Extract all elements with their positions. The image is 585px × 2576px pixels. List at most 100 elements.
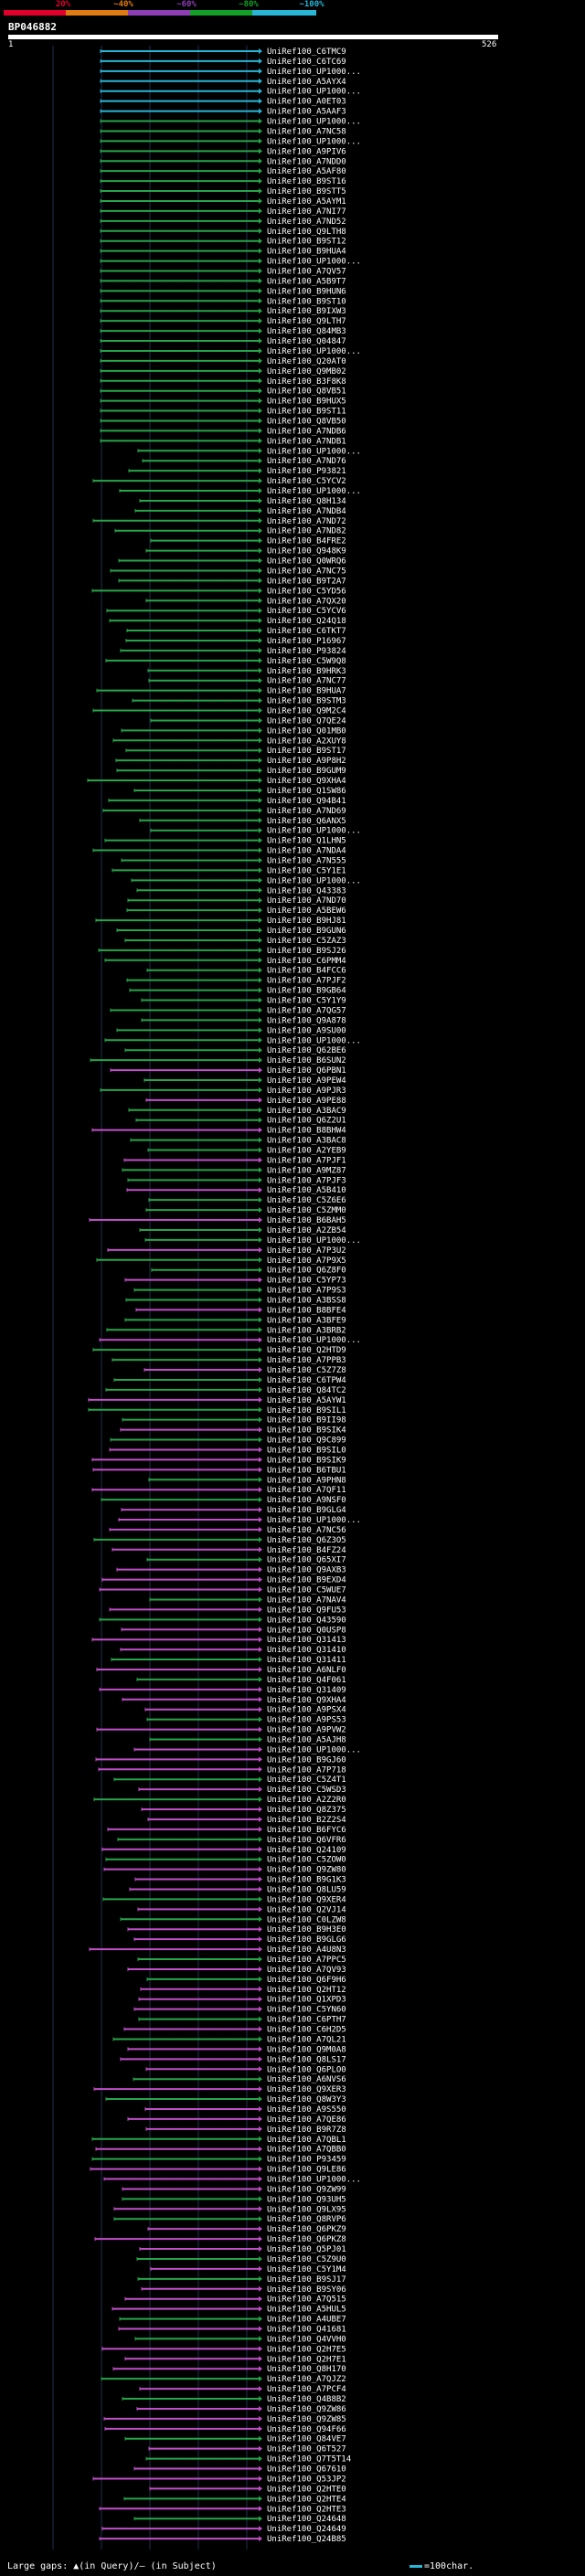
hit-row[interactable]: UniRef100_B9SIL1 xyxy=(88,1406,346,1415)
hit-label[interactable]: UniRef100_B4FRE2 xyxy=(267,537,346,546)
hit-row[interactable]: UniRef100_B9GJ60 xyxy=(95,1755,346,1765)
hit-label[interactable]: UniRef100_A7QG57 xyxy=(267,1006,346,1015)
hit-label[interactable]: UniRef100_A5AYX4 xyxy=(267,78,346,87)
hit-label[interactable]: UniRef100_Q31411 xyxy=(267,1656,346,1665)
hit-label[interactable]: UniRef100_B9ST11 xyxy=(267,408,346,417)
hit-label[interactable]: UniRef100_A5AYW1 xyxy=(267,1396,346,1405)
hit-row[interactable]: UniRef100_Q31409 xyxy=(99,1686,346,1695)
hit-label[interactable]: UniRef100_B9ST16 xyxy=(267,177,346,186)
hit-label[interactable]: UniRef100_Q9LTH8 xyxy=(267,228,346,237)
hit-label[interactable]: UniRef100_A7ND82 xyxy=(267,527,346,536)
hit-label[interactable]: UniRef100_B9T2A7 xyxy=(267,577,346,586)
hit-label[interactable]: UniRef100_A7NC75 xyxy=(267,567,346,576)
hit-label[interactable]: UniRef100_UP1000... xyxy=(267,118,361,127)
hit-row[interactable]: UniRef100_A7QV93 xyxy=(127,1966,346,1975)
hit-row[interactable]: UniRef100_A3BRB2 xyxy=(106,1326,346,1335)
hit-label[interactable]: UniRef100_UP1000... xyxy=(267,1036,361,1045)
hit-row[interactable]: UniRef100_C5ZMM0 xyxy=(145,1206,346,1215)
hit-label[interactable]: UniRef100_A7Q515 xyxy=(267,2295,346,2305)
hit-row[interactable]: UniRef100_Q8LS17 xyxy=(120,2055,346,2064)
hit-row[interactable]: UniRef100_Q6PLO0 xyxy=(145,2065,346,2074)
hit-label[interactable]: UniRef100_Q8Z375 xyxy=(267,1806,346,1815)
hit-label[interactable]: UniRef100_B9SY06 xyxy=(267,2285,346,2295)
hit-label[interactable]: UniRef100_Q8H170 xyxy=(267,2365,346,2374)
hit-label[interactable]: UniRef100_B9ST10 xyxy=(267,297,346,306)
hit-row[interactable]: UniRef100_Q6T527 xyxy=(148,2445,346,2454)
hit-row[interactable]: UniRef100_B9SIK9 xyxy=(91,1456,346,1465)
hit-row[interactable]: UniRef100_Q24649 xyxy=(101,2525,346,2534)
hit-row[interactable]: UniRef100_A2YEB9 xyxy=(147,1147,346,1156)
hit-label[interactable]: UniRef100_B8BHW4 xyxy=(267,1127,346,1136)
hit-label[interactable]: UniRef100_Q9LTH7 xyxy=(267,317,346,326)
hit-label[interactable]: UniRef100_Q2VJ14 xyxy=(267,1905,346,1914)
hit-label[interactable]: UniRef100_Q9XHA4 xyxy=(267,777,346,786)
hit-label[interactable]: UniRef100_Q8RVP6 xyxy=(267,2215,346,2224)
hit-label[interactable]: UniRef100_P93459 xyxy=(267,2156,346,2165)
hit-label[interactable]: UniRef100_Q0WRQ6 xyxy=(267,557,346,567)
hit-label[interactable]: UniRef100_A7P3U2 xyxy=(267,1246,346,1256)
hit-row[interactable]: UniRef100_B6BAH5 xyxy=(89,1216,346,1225)
hit-row[interactable]: UniRef100_A5AAF3 xyxy=(100,108,346,117)
hit-label[interactable]: UniRef100_A7P718 xyxy=(267,1765,346,1775)
hit-row[interactable]: UniRef100_A0ET03 xyxy=(100,98,346,107)
hit-row[interactable]: UniRef100_Q9XER3 xyxy=(93,2085,346,2094)
hit-label[interactable]: UniRef100_A7NDB6 xyxy=(267,427,346,436)
hit-row[interactable]: UniRef100_B9ST12 xyxy=(100,238,346,247)
hit-label[interactable]: UniRef100_Q2HTE4 xyxy=(267,2495,346,2504)
hit-row[interactable]: UniRef100_A5AYW1 xyxy=(88,1396,346,1405)
hit-row[interactable]: UniRef100_UP1000... xyxy=(100,347,361,356)
hit-row[interactable]: UniRef100_Q43383 xyxy=(136,886,346,896)
hit-row[interactable]: UniRef100_Q8W3Y3 xyxy=(105,2095,346,2104)
hit-label[interactable]: UniRef100_A7ND76 xyxy=(267,457,346,466)
hit-row[interactable]: UniRef100_Q6VFR6 xyxy=(117,1836,346,1845)
hit-row[interactable]: UniRef100_UP1000... xyxy=(131,876,361,885)
hit-row[interactable]: UniRef100_B9SY06 xyxy=(141,2285,346,2295)
hit-label[interactable]: UniRef100_A7QJZ2 xyxy=(267,2375,346,2384)
hit-label[interactable]: UniRef100_Q8H134 xyxy=(267,497,346,506)
hit-row[interactable]: UniRef100_A7ND76 xyxy=(142,457,346,466)
hit-row[interactable]: UniRef100_A7QX20 xyxy=(145,597,346,606)
hit-label[interactable]: UniRef100_A7ND72 xyxy=(267,517,346,526)
hit-label[interactable]: UniRef100_A7ND70 xyxy=(267,896,346,906)
hit-label[interactable]: UniRef100_Q31413 xyxy=(267,1636,346,1645)
hit-label[interactable]: UniRef100_B6SUN2 xyxy=(267,1056,346,1065)
hit-row[interactable]: UniRef100_Q0USP8 xyxy=(121,1626,346,1635)
hit-label[interactable]: UniRef100_C5YCV6 xyxy=(267,607,346,616)
hit-label[interactable]: UniRef100_A7P9X5 xyxy=(267,1256,346,1266)
hit-row[interactable]: UniRef100_A5B410 xyxy=(126,1186,346,1195)
hit-label[interactable]: UniRef100_Q01MB0 xyxy=(267,726,346,736)
hit-row[interactable]: UniRef100_Q65XI7 xyxy=(146,1556,346,1565)
hit-label[interactable]: UniRef100_B9GLG4 xyxy=(267,1506,346,1515)
hit-label[interactable]: UniRef100_UP1000... xyxy=(267,1236,361,1246)
hit-label[interactable]: UniRef100_Q94B41 xyxy=(267,797,346,806)
hit-label[interactable]: UniRef100_A7NAV4 xyxy=(267,1595,346,1605)
hit-row[interactable]: UniRef100_A5B9T7 xyxy=(100,277,346,286)
hit-label[interactable]: UniRef100_UP1000... xyxy=(267,827,361,836)
hit-label[interactable]: UniRef100_C5YP73 xyxy=(267,1277,346,1286)
hit-label[interactable]: UniRef100_C0LZW8 xyxy=(267,1915,346,1924)
hit-label[interactable]: UniRef100_UP1000... xyxy=(267,447,361,456)
hit-row[interactable]: UniRef100_Q2HTE0 xyxy=(149,2485,346,2494)
hit-label[interactable]: UniRef100_Q4F061 xyxy=(267,1676,346,1685)
hit-row[interactable]: UniRef100_Q7QE24 xyxy=(150,716,346,726)
hit-label[interactable]: UniRef100_Q62BE6 xyxy=(267,1046,346,1055)
hit-row[interactable]: UniRef100_B2Z2S4 xyxy=(147,1816,346,1825)
hit-row[interactable]: UniRef100_C5Y1Y9 xyxy=(141,997,346,1006)
hit-row[interactable]: UniRef100_A7PJF2 xyxy=(126,977,346,986)
hit-label[interactable]: UniRef100_C5Y1E1 xyxy=(267,866,346,875)
hit-row[interactable]: UniRef100_C5W9Q8 xyxy=(105,657,346,666)
hit-row[interactable]: UniRef100_B9GUN6 xyxy=(116,927,346,936)
hit-label[interactable]: UniRef100_A7QL21 xyxy=(267,2035,346,2044)
hit-row[interactable]: UniRef100_C5YD56 xyxy=(91,587,346,596)
hit-label[interactable]: UniRef100_B3F8K8 xyxy=(267,377,346,387)
hit-row[interactable]: UniRef100_A7QBL1 xyxy=(91,2136,346,2145)
hit-row[interactable]: UniRef100_C5Y1M4 xyxy=(150,2265,346,2274)
hit-row[interactable]: UniRef100_Q01MB0 xyxy=(121,726,346,736)
hit-label[interactable]: UniRef100_B8BFE4 xyxy=(267,1306,346,1315)
hit-label[interactable]: UniRef100_A7P9S3 xyxy=(267,1287,346,1296)
hit-label[interactable]: UniRef100_A2Z2R0 xyxy=(267,1796,346,1805)
hit-row[interactable]: UniRef100_P93459 xyxy=(91,2156,346,2165)
hit-row[interactable]: UniRef100_Q5PJ01 xyxy=(139,2245,346,2254)
hit-row[interactable]: UniRef100_A7NAV4 xyxy=(149,1595,346,1605)
hit-row[interactable]: UniRef100_Q7T5T14 xyxy=(145,2455,351,2465)
